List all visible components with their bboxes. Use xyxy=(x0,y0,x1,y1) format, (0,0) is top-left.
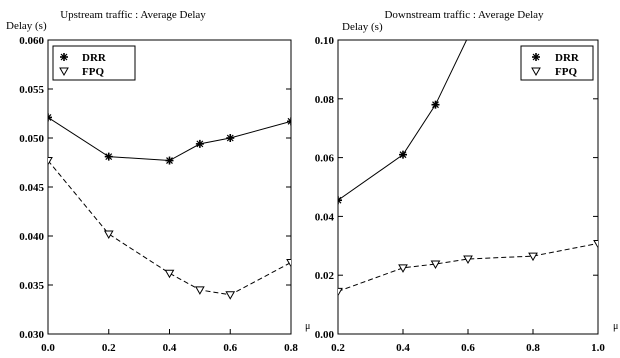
x-tick-label: 0.6 xyxy=(223,342,237,354)
tick-layer: 0.030 0.035 0.040 0.045 0.050 0.055 0.060 0.0 0.… xyxy=(19,35,298,354)
x-tick-label: 0.8 xyxy=(526,342,540,354)
x-axis-label: μ xyxy=(305,321,310,332)
legend-marker-symbol xyxy=(59,67,69,77)
data-point-drr xyxy=(226,134,235,142)
legend: DRR FPQ xyxy=(520,45,594,81)
data-point-drr xyxy=(165,156,174,165)
legend: DRR FPQ xyxy=(52,45,136,81)
data-point-drr xyxy=(431,100,440,109)
x-tick-label: 1.0 xyxy=(591,342,605,354)
y-tick-label: 0.060 xyxy=(19,35,44,47)
y-tick-label: 0.06 xyxy=(315,153,335,165)
legend-marker-symbol xyxy=(531,67,541,77)
y-tick-label: 0.035 xyxy=(19,280,44,292)
y-tick-label: 0.10 xyxy=(315,35,335,47)
x-tick-label: 0.8 xyxy=(284,342,298,354)
downstream-delay-chart: Downstream traffic : Average Delay Delay… xyxy=(315,9,619,354)
tick-layer: 0.00 0.02 0.04 0.06 0.08 0.10 0.2 0.4 0.6 0.8 1.0 xyxy=(315,35,606,354)
plot-frame xyxy=(47,39,292,335)
y-tick-label: 0.00 xyxy=(315,329,335,341)
data-point-fpq xyxy=(225,291,236,300)
y-tick-label: 0.04 xyxy=(315,211,335,223)
legend-box xyxy=(520,45,594,81)
y-tick-label: 0.02 xyxy=(315,270,335,282)
x-tick-label: 0.4 xyxy=(396,342,410,354)
x-tick-label: 0.4 xyxy=(163,342,177,354)
legend-label-drr: DRR xyxy=(555,52,580,64)
series-line-fpq xyxy=(338,242,598,292)
data-point-fpq xyxy=(338,287,343,297)
y-tick-label: 0.030 xyxy=(19,329,44,341)
legend-label-drr: DRR xyxy=(82,52,107,64)
x-axis-label: μ xyxy=(613,321,618,332)
chart-title: Upstream traffic : Average Delay xyxy=(60,9,206,21)
data-point-drr xyxy=(48,113,52,122)
y-axis-label: Delay (s) xyxy=(342,21,383,33)
data-point-drr xyxy=(287,117,291,126)
y-axis-label: Delay (s) xyxy=(6,20,47,32)
legend-label-fpq: FPQ xyxy=(82,66,104,78)
plot-area xyxy=(48,113,291,300)
legend-marker-drr xyxy=(532,53,540,61)
legend-marker-drr xyxy=(60,53,68,61)
legend-marker-symbol xyxy=(60,53,68,61)
series-layer xyxy=(48,113,291,300)
data-point-fpq xyxy=(103,230,114,240)
data-point-fpq xyxy=(463,255,473,265)
data-point-fpq xyxy=(593,239,598,249)
legend-marker-fpq xyxy=(531,67,541,77)
x-tick-label: 0.2 xyxy=(331,342,345,354)
legend-marker-symbol xyxy=(532,53,540,61)
y-tick-label: 0.050 xyxy=(19,133,44,145)
legend-label-fpq: FPQ xyxy=(555,66,577,78)
y-tick-label: 0.08 xyxy=(315,94,335,106)
data-point-drr xyxy=(195,139,204,148)
data-point-fpq xyxy=(398,264,408,273)
series-layer xyxy=(338,40,598,297)
data-point-fpq xyxy=(528,252,538,262)
data-point-fpq xyxy=(430,260,441,270)
data-point-fpq xyxy=(195,286,205,295)
y-tick-label: 0.045 xyxy=(19,182,44,194)
chart-title: Downstream traffic : Average Delay xyxy=(384,9,544,21)
y-tick-label: 0.055 xyxy=(19,84,44,96)
x-tick-label: 0.6 xyxy=(461,342,475,354)
x-tick-label: 0.2 xyxy=(102,342,116,354)
upstream-delay-chart: Upstream traffic : Average Delay Delay (… xyxy=(6,9,310,354)
data-point-drr xyxy=(338,196,342,205)
data-point-drr xyxy=(399,150,407,159)
series-line-drr xyxy=(338,40,468,201)
legend-marker-fpq xyxy=(59,67,69,77)
y-tick-label: 0.040 xyxy=(19,231,44,243)
legend-box xyxy=(52,45,136,81)
series-line-drr xyxy=(48,116,291,162)
x-tick-label: 0.0 xyxy=(41,342,55,354)
data-point-fpq xyxy=(286,258,291,268)
plot-frame xyxy=(337,39,599,335)
data-point-fpq xyxy=(164,269,175,279)
data-point-fpq xyxy=(48,157,53,166)
plot-area xyxy=(338,40,598,297)
series-line-fpq xyxy=(48,160,291,296)
data-point-drr xyxy=(104,152,113,161)
